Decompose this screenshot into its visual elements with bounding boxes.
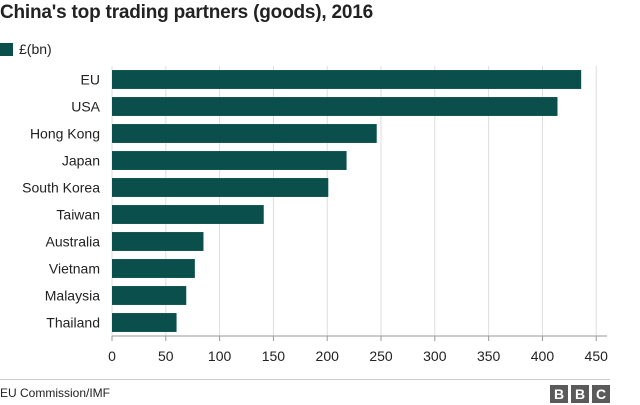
bar: [112, 178, 329, 197]
category-label: Japan: [62, 153, 100, 169]
source-note: EU Commission/IMF: [0, 386, 111, 400]
x-tick-label: 100: [208, 348, 232, 364]
x-tick-label: 50: [158, 348, 174, 364]
category-label: Malaysia: [45, 288, 100, 304]
bbc-logo-letter: B: [571, 385, 589, 403]
bar: [112, 313, 177, 332]
x-tick-label: 400: [531, 348, 555, 364]
bar: [112, 232, 204, 251]
legend: £(bn): [0, 41, 52, 57]
bar-chart: EU USA Hong Kong Japan South Korea Taiwan Aust…: [22, 66, 609, 364]
category-label: Thailand: [46, 315, 100, 331]
bar: [112, 70, 582, 89]
bar: [112, 97, 558, 116]
x-tick-label: 0: [108, 348, 116, 364]
category-label: Vietnam: [49, 261, 100, 277]
bar: [112, 286, 187, 305]
legend-swatch: [0, 42, 13, 56]
x-tick-label: 350: [477, 348, 501, 364]
category-label: Hong Kong: [30, 126, 100, 142]
bbc-logo: B B C: [550, 385, 610, 403]
bbc-logo-letter: B: [550, 385, 568, 403]
bar: [112, 205, 264, 224]
category-label: Australia: [46, 234, 101, 250]
x-tick-label: 300: [423, 348, 447, 364]
x-tick-label: 450: [585, 348, 609, 364]
category-label: EU: [81, 72, 100, 88]
category-label: South Korea: [22, 180, 100, 196]
category-label: USA: [71, 99, 100, 115]
x-tick-label: 250: [369, 348, 393, 364]
chart-title: China's top trading partners (goods), 20…: [0, 2, 374, 23]
bar: [112, 151, 347, 170]
x-tick-label: 150: [262, 348, 286, 364]
footer-divider: [0, 379, 610, 380]
bar: [112, 124, 377, 143]
category-label: Taiwan: [56, 207, 100, 223]
legend-label: £(bn): [19, 41, 52, 57]
bar: [112, 259, 195, 278]
bbc-logo-letter: C: [592, 385, 610, 403]
x-tick-label: 200: [316, 348, 340, 364]
